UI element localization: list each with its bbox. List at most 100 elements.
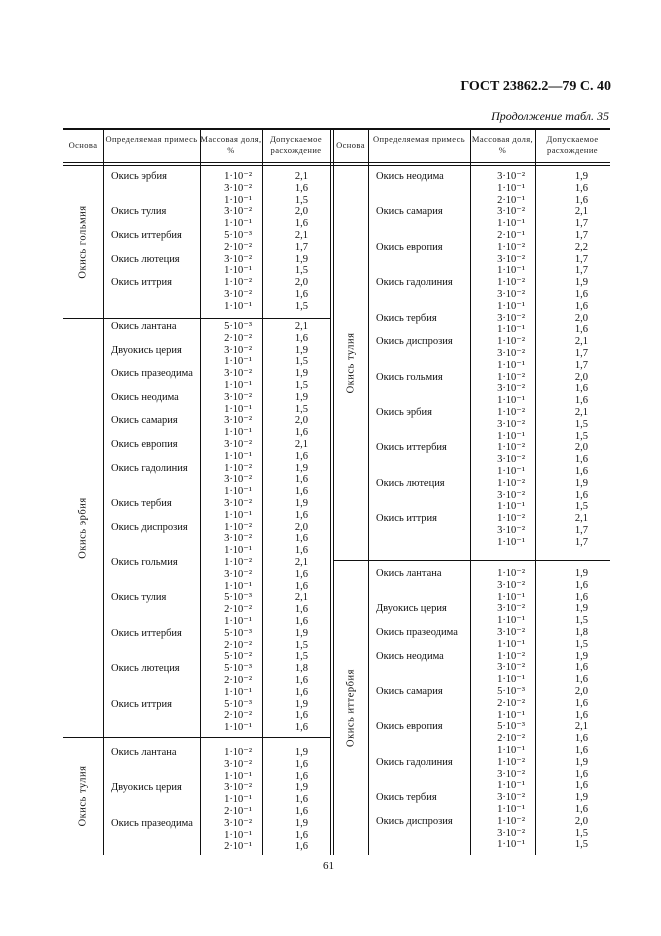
mass-fraction: 3·10⁻² xyxy=(497,383,525,395)
mass-fraction: 1·10⁻¹ xyxy=(224,509,252,521)
table-row: 1·10⁻¹ 1,5 xyxy=(103,265,330,277)
impurity-name: Окись празеодима xyxy=(376,627,458,638)
allowed-deviation: 2,0 xyxy=(294,277,308,289)
table-row: Окись европия 5·10⁻³ 2,1 xyxy=(368,721,610,733)
table-row: 1·10⁻¹ 1,6 xyxy=(103,510,330,522)
mass-fraction: 3·10⁻² xyxy=(497,489,525,501)
impurity-name: Окись лютеция xyxy=(376,477,445,489)
table-row: 3·10⁻² 1,6 xyxy=(368,662,610,674)
table-row: 3·10⁻² 1,7 xyxy=(368,254,610,266)
mass-fraction: 5·10⁻³ xyxy=(224,321,252,332)
allowed-deviation: 1,6 xyxy=(294,218,308,230)
allowed-deviation: 1,8 xyxy=(294,663,308,675)
table-row: 3·10⁻² 1,6 xyxy=(368,383,610,395)
table-row: Окись тербия 3·10⁻² 1,9 xyxy=(103,498,330,510)
mass-fraction: 2·10⁻² xyxy=(224,332,252,344)
column-divider xyxy=(200,128,201,855)
group-divider xyxy=(63,318,330,319)
table-row: Окись тербия 3·10⁻² 1,9 xyxy=(368,792,610,804)
impurity-name: Окись европия xyxy=(111,439,178,450)
allowed-deviation: 1,9 xyxy=(574,756,588,768)
allowed-deviation: 1,6 xyxy=(574,489,588,501)
allowed-deviation: 1,6 xyxy=(574,466,588,477)
allowed-deviation: 1,6 xyxy=(294,829,308,841)
allowed-deviation: 1,7 xyxy=(574,265,588,277)
mass-fraction: 5·10⁻³ xyxy=(497,686,525,697)
impurity-name: Окись гадолиния xyxy=(376,277,453,289)
mass-fraction: 3·10⁻² xyxy=(497,525,525,536)
base-oxide-label: Окись тулия xyxy=(77,765,89,827)
table-row: Окись самария 5·10⁻³ 2,0 xyxy=(368,686,610,698)
allowed-deviation: 1,6 xyxy=(294,841,308,853)
allowed-deviation: 1,7 xyxy=(574,230,588,241)
allowed-deviation: 1,7 xyxy=(574,218,588,230)
allowed-deviation: 1,5 xyxy=(294,639,308,651)
allowed-deviation: 1,6 xyxy=(294,289,308,300)
allowed-deviation: 1,7 xyxy=(574,348,588,359)
table-row: Окись европия 1·10⁻² 2,2 xyxy=(368,242,610,254)
mass-fraction: 2·10⁻² xyxy=(224,639,252,651)
impurity-name: Двуокись церия xyxy=(111,782,182,794)
impurity-name: Окись эрбия xyxy=(376,407,432,418)
allowed-deviation: 1,5 xyxy=(294,194,308,206)
halves-divider-2 xyxy=(330,128,331,855)
table-row: 1·10⁻¹ 1,6 xyxy=(103,486,330,498)
impurity-name: Окись иттербия xyxy=(376,442,447,454)
impurity-name: Окись иттрия xyxy=(376,513,438,525)
table-row: 3·10⁻² 1,6 xyxy=(368,289,610,301)
mass-fraction: 1·10⁻² xyxy=(497,756,525,768)
mass-fraction: 3·10⁻² xyxy=(497,579,525,591)
mass-fraction: 1·10⁻¹ xyxy=(497,265,525,277)
table-row: 1·10⁻¹ 1,6 xyxy=(368,745,610,757)
allowed-deviation: 2,1 xyxy=(574,513,588,525)
mass-fraction: 3·10⁻² xyxy=(224,368,252,380)
mass-fraction: 1·10⁻¹ xyxy=(224,580,252,592)
allowed-deviation: 2,0 xyxy=(294,206,308,218)
mass-fraction: 1·10⁻¹ xyxy=(224,403,252,415)
mass-fraction: 1·10⁻¹ xyxy=(224,265,252,277)
mass-fraction: 1·10⁻² xyxy=(497,442,525,454)
impurity-name: Окись празеодима xyxy=(111,368,193,380)
allowed-deviation: 1,6 xyxy=(574,454,588,466)
table-top-border xyxy=(63,128,610,130)
allowed-deviation: 1,6 xyxy=(574,395,588,407)
table-row: Окись самария 3·10⁻² 2,0 xyxy=(103,415,330,427)
table-row: Окись лютеция 1·10⁻² 1,9 xyxy=(368,478,610,490)
table-row: Окись тулия 3·10⁻² 2,0 xyxy=(103,206,330,218)
allowed-deviation: 1,9 xyxy=(294,462,308,474)
mass-fraction: 1·10⁻¹ xyxy=(224,616,252,627)
impurity-name: Окись европия xyxy=(376,241,443,253)
column-header: Определяемая примесь xyxy=(105,134,198,144)
mass-fraction: 1·10⁻¹ xyxy=(497,501,525,513)
impurity-name: Окись диспрозия xyxy=(376,336,453,348)
table-row: 1·10⁻¹ 1,5 xyxy=(103,356,330,368)
impurity-name: Окись гольмия xyxy=(111,557,178,568)
impurity-name: Окись иттрия xyxy=(111,277,173,289)
allowed-deviation: 2,0 xyxy=(294,415,308,427)
allowed-deviation: 1,9 xyxy=(294,253,308,265)
mass-fraction: 1·10⁻¹ xyxy=(224,545,252,557)
table-row: 1·10⁻¹ 1,7 xyxy=(368,265,610,277)
table-row: 2·10⁻¹ 1,7 xyxy=(368,230,610,242)
mass-fraction: 3·10⁻² xyxy=(224,439,252,450)
allowed-deviation: 1,6 xyxy=(294,580,308,592)
table-row: Окись иттербия 5·10⁻³ 2,1 xyxy=(103,230,330,242)
mass-fraction: 3·10⁻² xyxy=(224,568,252,580)
column-header: Массовая доля, % xyxy=(200,134,262,155)
allowed-deviation: 2,0 xyxy=(294,521,308,533)
mass-fraction: 1·10⁻² xyxy=(224,171,252,182)
allowed-deviation: 1,5 xyxy=(574,501,588,513)
mass-fraction: 1·10⁻¹ xyxy=(224,794,252,806)
mass-fraction: 3·10⁻² xyxy=(224,758,252,770)
allowed-deviation: 1,6 xyxy=(574,709,588,721)
base-oxide-label: Окись тулия xyxy=(345,332,356,393)
mass-fraction: 3·10⁻² xyxy=(497,312,525,324)
table-row: 2·10⁻¹ 1,6 xyxy=(103,841,330,853)
mass-fraction: 3·10⁻² xyxy=(224,415,252,427)
table-row: Окись иттрия 1·10⁻² 2,1 xyxy=(368,513,610,525)
allowed-deviation: 2,1 xyxy=(294,557,308,568)
allowed-deviation: 2,1 xyxy=(294,171,308,182)
impurity-name: Окись неодима xyxy=(376,650,444,662)
table-row: 1·10⁻¹ 1,6 xyxy=(103,830,330,842)
allowed-deviation: 1,6 xyxy=(294,794,308,806)
